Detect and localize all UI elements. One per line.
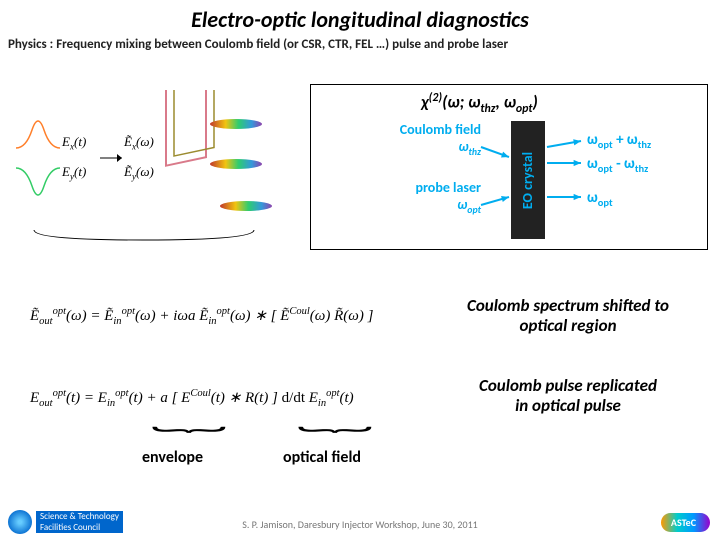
brace-optical-label: optical field	[283, 448, 361, 467]
logo-stfc-line1: Science & Technology	[36, 511, 123, 522]
eo-crystal: EO crystal	[511, 121, 545, 239]
ey-label: Ey(t)	[62, 164, 86, 182]
mixing-output-label: ωopt - ωthz	[587, 155, 648, 175]
footer: Science & Technology Facilities Council …	[0, 504, 720, 538]
message-pulse-replicated: Coulomb pulse replicatedin optical pulse	[438, 376, 698, 415]
logo-stfc-line2: Facilities Council	[36, 522, 123, 533]
mixing-box: χ(2)(ω; ωthz, ωopt) EO crystal Coulomb f…	[310, 84, 708, 250]
schematic-diagram: Ex(t) Ey(t) Ẽx(ω) Ẽy(ω)	[14, 90, 294, 250]
schematic-svg	[14, 90, 294, 250]
subtitle: Physics : Frequency mixing between Coulo…	[0, 33, 720, 56]
mixing-output-label: ωopt	[587, 189, 613, 209]
mixing-input-label: probe laserωopt	[331, 179, 481, 216]
page-title: Electro-optic longitudinal diagnostics	[0, 0, 720, 33]
mixing-input-label: Coulomb fieldωthz	[331, 121, 481, 158]
brace-envelope-label: envelope	[142, 448, 203, 467]
brace-optical: }	[286, 425, 391, 434]
logo-stfc-icon	[8, 510, 32, 534]
eo-crystal-label: EO crystal	[520, 151, 537, 208]
equation-time-domain: Eoutopt(t) = Einopt(t) + a [ ECoul(t) ∗ …	[30, 388, 354, 409]
logo-astec: ASTeC	[661, 513, 710, 532]
etil-x-label: Ẽx(ω)	[124, 134, 154, 152]
chi-label: χ(2)(ω; ωthz, ωopt)	[421, 91, 538, 116]
footer-citation: S. P. Jamison, Daresbury Injector Worksh…	[242, 518, 477, 531]
brace-envelope: }	[140, 425, 245, 434]
message-spectrum-shift: Coulomb spectrum shifted tooptical regio…	[438, 296, 698, 335]
ex-label: Ex(t)	[62, 134, 86, 152]
logo-stfc: Science & Technology Facilities Council	[8, 510, 123, 534]
mixing-output-label: ωopt + ωthz	[587, 131, 651, 151]
etil-y-label: Ẽy(ω)	[124, 164, 154, 182]
equation-frequency-domain: Ẽoutopt(ω) = Ẽinopt(ω) + iωa Ẽinopt(ω) ∗…	[30, 306, 373, 327]
